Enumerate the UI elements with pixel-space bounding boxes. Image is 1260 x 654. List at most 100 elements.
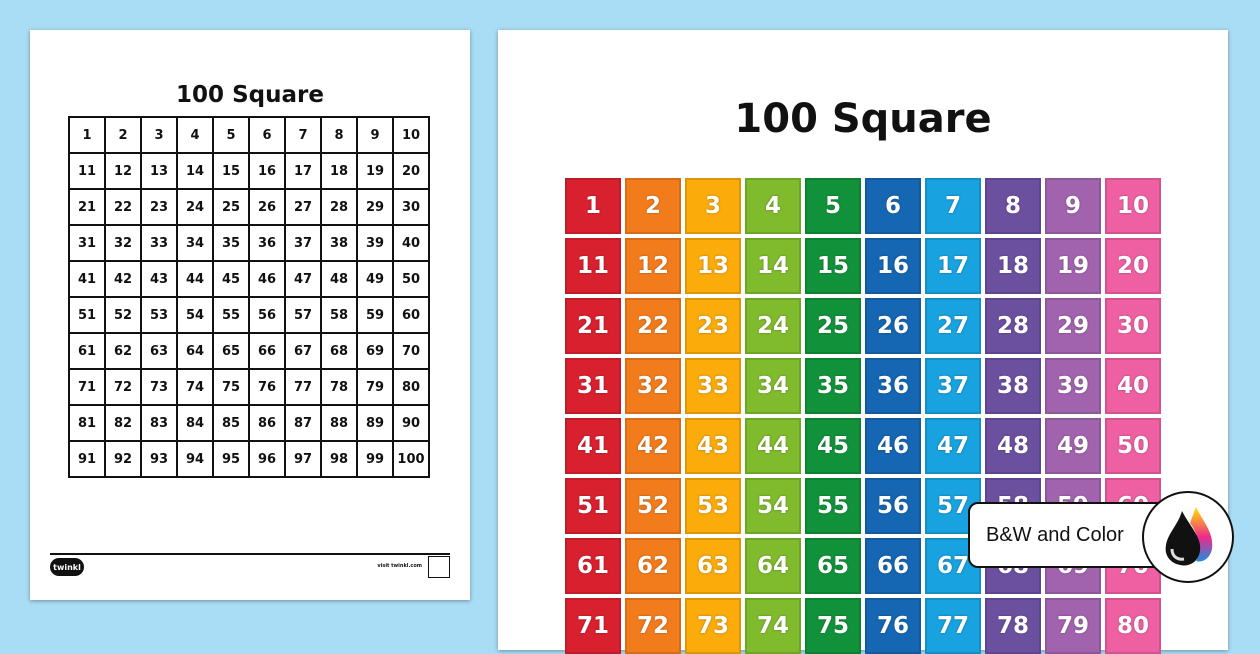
bw-worksheet-preview: 100 Square 1 2 3 4 5 6 7 8 9 10 11 12 13 14 15 16 17 18 19… (30, 30, 470, 600)
grid-tile: 3 (685, 178, 741, 234)
grid-tile: 5 (805, 178, 861, 234)
grid-tile: 46 (865, 418, 921, 474)
grid-tile: 66 (865, 538, 921, 594)
grid-cell: 28 (321, 189, 357, 225)
grid-tile: 49 (1045, 418, 1101, 474)
grid-tile: 20 (1105, 238, 1161, 294)
grid-tile: 29 (1045, 298, 1101, 354)
grid-cell: 12 (105, 153, 141, 189)
grid-cell: 32 (105, 225, 141, 261)
grid-tile: 22 (625, 298, 681, 354)
grid-tile: 31 (565, 358, 621, 414)
grid-cell: 56 (249, 297, 285, 333)
grid-cell: 40 (393, 225, 429, 261)
grid-cell: 24 (177, 189, 213, 225)
grid-tile: 76 (865, 598, 921, 654)
grid-tile: 25 (805, 298, 861, 354)
grid-cell: 37 (285, 225, 321, 261)
grid-cell: 39 (357, 225, 393, 261)
grid-tile: 32 (625, 358, 681, 414)
grid-tile: 2 (625, 178, 681, 234)
grid-cell: 88 (321, 405, 357, 441)
grid-tile: 14 (745, 238, 801, 294)
grid-cell: 50 (393, 261, 429, 297)
grid-cell: 14 (177, 153, 213, 189)
grid-tile: 56 (865, 478, 921, 534)
grid-cell: 61 (69, 333, 105, 369)
grid-cell: 93 (141, 441, 177, 477)
grid-tile: 42 (625, 418, 681, 474)
grid-cell: 98 (321, 441, 357, 477)
grid-cell: 67 (285, 333, 321, 369)
grid-tile: 9 (1045, 178, 1101, 234)
hundred-square-grid-color: 1 2 3 4 5 6 7 8 9 10 11 12 13 14 15 16 17 18 19 20 21 22 23 24 2… (565, 178, 1161, 654)
grid-tile: 24 (745, 298, 801, 354)
grid-cell: 80 (393, 369, 429, 405)
grid-cell: 94 (177, 441, 213, 477)
grid-cell: 95 (213, 441, 249, 477)
grid-cell: 51 (69, 297, 105, 333)
grid-cell: 57 (285, 297, 321, 333)
grid-cell: 85 (213, 405, 249, 441)
grid-tile: 40 (1105, 358, 1161, 414)
grid-cell: 79 (357, 369, 393, 405)
grid-cell: 36 (249, 225, 285, 261)
grid-cell: 8 (321, 117, 357, 153)
grid-cell: 77 (285, 369, 321, 405)
grid-tile: 79 (1045, 598, 1101, 654)
grid-cell: 60 (393, 297, 429, 333)
grid-tile: 61 (565, 538, 621, 594)
grid-cell: 21 (69, 189, 105, 225)
grid-cell: 27 (285, 189, 321, 225)
grid-cell: 38 (321, 225, 357, 261)
grid-cell: 35 (213, 225, 249, 261)
grid-tile: 50 (1105, 418, 1161, 474)
grid-cell: 82 (105, 405, 141, 441)
grid-cell: 10 (393, 117, 429, 153)
grid-tile: 74 (745, 598, 801, 654)
grid-cell: 45 (213, 261, 249, 297)
grid-tile: 21 (565, 298, 621, 354)
grid-cell: 20 (393, 153, 429, 189)
grid-cell: 17 (285, 153, 321, 189)
grid-cell: 25 (213, 189, 249, 225)
grid-cell: 26 (249, 189, 285, 225)
grid-tile: 12 (625, 238, 681, 294)
hundred-square-grid-bw: 1 2 3 4 5 6 7 8 9 10 11 12 13 14 15 16 17 18 19 20 21 22 23 24 2… (68, 116, 430, 478)
grid-tile: 36 (865, 358, 921, 414)
grid-tile: 52 (625, 478, 681, 534)
grid-cell: 30 (393, 189, 429, 225)
grid-tile: 41 (565, 418, 621, 474)
grid-cell: 99 (357, 441, 393, 477)
grid-tile: 62 (625, 538, 681, 594)
grid-tile: 26 (865, 298, 921, 354)
grid-tile: 71 (565, 598, 621, 654)
footer-divider (50, 553, 450, 555)
grid-cell: 11 (69, 153, 105, 189)
grid-cell: 92 (105, 441, 141, 477)
grid-tile: 28 (985, 298, 1041, 354)
grid-cell: 84 (177, 405, 213, 441)
grid-tile: 18 (985, 238, 1041, 294)
grid-tile: 78 (985, 598, 1041, 654)
page-title: 100 Square (176, 82, 324, 108)
grid-cell: 19 (357, 153, 393, 189)
grid-tile: 48 (985, 418, 1041, 474)
grid-tile: 44 (745, 418, 801, 474)
grid-tile: 39 (1045, 358, 1101, 414)
grid-tile: 34 (745, 358, 801, 414)
grid-cell: 73 (141, 369, 177, 405)
grid-cell: 71 (69, 369, 105, 405)
grid-cell: 4 (177, 117, 213, 153)
grid-tile: 75 (805, 598, 861, 654)
grid-cell: 97 (285, 441, 321, 477)
grid-cell: 63 (141, 333, 177, 369)
grid-tile: 17 (925, 238, 981, 294)
grid-cell: 54 (177, 297, 213, 333)
grid-tile: 7 (925, 178, 981, 234)
grid-cell: 15 (213, 153, 249, 189)
grid-cell: 42 (105, 261, 141, 297)
grid-cell: 87 (285, 405, 321, 441)
grid-cell: 6 (249, 117, 285, 153)
footer-site: visit twinkl.com (377, 563, 422, 569)
